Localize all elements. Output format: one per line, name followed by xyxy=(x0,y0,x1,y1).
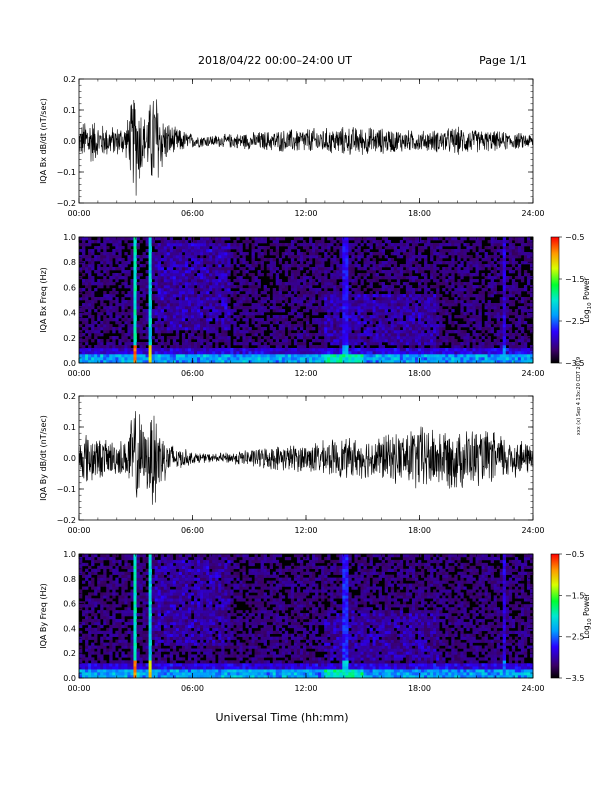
x-tick-label: 12:00 xyxy=(294,684,317,693)
y-tick-label: −0.1 xyxy=(57,485,76,494)
y-tick-label: 0.4 xyxy=(63,309,76,318)
y-tick-label: 0.2 xyxy=(63,649,76,658)
page-number: Page 1/1 xyxy=(479,54,527,67)
x-axis-label: Universal Time (hh:mm) xyxy=(216,711,349,724)
x-tick-label: 12:00 xyxy=(294,209,317,218)
colorbar-tick-label: −3.5 xyxy=(565,674,584,683)
side-note: xxx (x) Sep 4 13x:20 CDT 2019 xyxy=(576,357,582,435)
x-tick-label: 00:00 xyxy=(67,209,90,218)
colorbar xyxy=(551,554,559,678)
y-tick-label: 0.2 xyxy=(63,334,76,343)
y-tick-label: 0.4 xyxy=(63,624,76,633)
waveform-series xyxy=(79,99,533,195)
y-axis-label: IQA Bx dB/dt (nT/sec) xyxy=(39,98,48,184)
colorbar-tick-label: −0.5 xyxy=(565,550,584,559)
x-tick-label: 06:00 xyxy=(181,209,204,218)
x-tick-label: 00:00 xyxy=(67,369,90,378)
y-tick-label: 1.0 xyxy=(63,233,76,242)
x-tick-label: 12:00 xyxy=(294,369,317,378)
y-axis-label: IQA By dB/dt (nT/sec) xyxy=(39,415,48,501)
panel-bx_dbdt: −0.2 −0.1 0.0 0.1 0.2 00:00 06:00 12:00 18:00 24:… xyxy=(39,75,545,218)
y-tick-label: −0.1 xyxy=(57,168,76,177)
y-axis-label: IQA By Freq (Hz) xyxy=(39,583,48,649)
y-tick-label: −0.2 xyxy=(57,516,76,525)
colorbar-tick-label: −0.5 xyxy=(565,233,584,242)
x-tick-label: 18:00 xyxy=(408,369,431,378)
y-tick-label: 0.8 xyxy=(63,575,76,584)
y-tick-label: 0.1 xyxy=(63,423,76,432)
panel-by_dbdt: −0.2 −0.1 0.0 0.1 0.2 00:00 06:00 12:00 18:00 24:… xyxy=(39,392,545,535)
y-tick-label: 0.6 xyxy=(63,600,76,609)
x-tick-label: 24:00 xyxy=(521,684,544,693)
y-tick-label: 0.0 xyxy=(63,359,76,368)
x-tick-label: 12:00 xyxy=(294,526,317,535)
y-tick-label: 0.2 xyxy=(63,392,76,401)
x-tick-label: 24:00 xyxy=(521,526,544,535)
x-tick-label: 00:00 xyxy=(67,684,90,693)
x-tick-label: 06:00 xyxy=(181,369,204,378)
y-tick-label: 0.8 xyxy=(63,258,76,267)
x-tick-label: 24:00 xyxy=(521,369,544,378)
spectrogram-cells xyxy=(79,554,533,678)
x-tick-label: 24:00 xyxy=(521,209,544,218)
y-tick-label: 1.0 xyxy=(63,550,76,559)
colorbar-label: Log10 Power xyxy=(582,592,593,638)
y-tick-label: 0.2 xyxy=(63,75,76,84)
panels: −0.2 −0.1 0.0 0.1 0.2 00:00 06:00 12:00 18:00 24:… xyxy=(39,75,593,693)
x-tick-label: 18:00 xyxy=(408,684,431,693)
x-tick-label: 18:00 xyxy=(408,526,431,535)
plot-title: 2018/04/22 00:00–24:00 UT xyxy=(198,54,352,67)
y-tick-label: 0.6 xyxy=(63,283,76,292)
y-axis-label: IQA Bx Freq (Hz) xyxy=(39,267,48,333)
y-tick-label: 0.1 xyxy=(63,106,76,115)
x-tick-label: 00:00 xyxy=(67,526,90,535)
y-tick-label: 0.0 xyxy=(63,137,76,146)
y-tick-label: −0.2 xyxy=(57,199,76,208)
x-tick-label: 06:00 xyxy=(181,526,204,535)
x-tick-label: 18:00 xyxy=(408,209,431,218)
waveform-series xyxy=(79,411,533,505)
y-tick-label: 0.0 xyxy=(63,454,76,463)
colorbar-label: Log10 Power xyxy=(582,276,593,322)
y-tick-label: 0.0 xyxy=(63,674,76,683)
x-tick-label: 06:00 xyxy=(181,684,204,693)
colorbar xyxy=(551,237,559,363)
